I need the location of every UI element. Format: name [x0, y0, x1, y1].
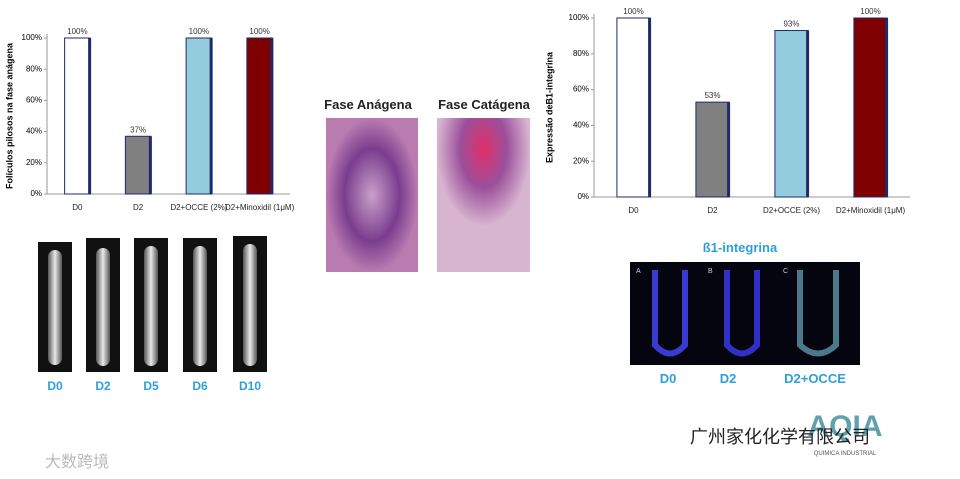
follicle-label: D5	[143, 379, 159, 393]
logo: AQIA	[808, 410, 883, 443]
bar-edge	[148, 136, 152, 194]
bar-edge	[648, 18, 652, 197]
value-label: 37%	[130, 125, 146, 134]
value-label: 100%	[67, 27, 87, 36]
histology-photos	[326, 118, 530, 272]
y-tick-label: 20%	[573, 156, 589, 165]
y-tick-label: 20%	[26, 158, 42, 167]
value-label: 53%	[704, 91, 720, 100]
y-tick-label: 60%	[26, 96, 42, 105]
bar-edge	[885, 18, 889, 197]
bar	[853, 17, 888, 198]
watermark-left: 大数跨境	[45, 452, 109, 471]
x-tick-label: D2	[133, 203, 144, 212]
bar-edge	[270, 38, 274, 194]
integrin-label: D2+OCCE	[784, 371, 846, 386]
x-tick-label: D2	[707, 206, 718, 215]
bar-edge	[209, 38, 213, 194]
x-tick-label: D2+OCCE (2%)	[170, 203, 228, 212]
value-label: 93%	[783, 20, 799, 29]
panel-letter: B	[708, 268, 713, 275]
logo-sub: QUIMICA INDUSTRIAL	[814, 451, 877, 457]
value-label: 100%	[189, 27, 209, 36]
panel-letter: C	[783, 268, 788, 275]
bar	[695, 101, 730, 198]
integrin-label: D2	[720, 371, 737, 386]
y-tick-label: 40%	[573, 121, 589, 130]
integrin-title: ß1-integrina	[703, 240, 778, 255]
x-tick-label: D0	[72, 203, 83, 212]
y-tick-label: 60%	[573, 85, 589, 94]
value-label: 100%	[860, 7, 880, 16]
bar	[774, 30, 809, 198]
watermark-right: 广州家化化学有限公司	[690, 427, 870, 447]
x-tick-label: D2+Minoxidil (1μM)	[224, 203, 295, 212]
value-label: 100%	[623, 7, 643, 16]
integrin-label: D0	[660, 371, 677, 386]
y-tick-label: 0%	[30, 189, 42, 198]
bar	[616, 17, 651, 198]
histology-label: Fase Anágena	[324, 97, 412, 112]
y-tick-label: 100%	[22, 33, 42, 42]
bar-edge	[806, 30, 810, 198]
panel-letter: A	[636, 268, 641, 275]
bar	[185, 37, 213, 195]
bar	[64, 37, 91, 195]
y-axis-label: Folículos pilosos na fase anágena	[4, 42, 14, 189]
value-label: 100%	[249, 27, 269, 36]
y-tick-label: 100%	[569, 13, 589, 22]
x-tick-label: D2+OCCE (2%)	[762, 206, 821, 215]
follicle-label: D6	[192, 379, 208, 393]
follicle-label: D2	[95, 379, 111, 393]
bar-edge	[727, 102, 731, 197]
y-tick-label: 0%	[577, 192, 589, 201]
follicle-photos	[38, 236, 267, 372]
fluorescence-photos	[630, 262, 860, 365]
x-tick-label: D0	[628, 206, 639, 215]
histology-label: Fase Catágena	[438, 97, 531, 112]
x-tick-label: D2+Minoxidil (1μM)	[835, 206, 906, 215]
bar-edge	[88, 38, 92, 194]
bar	[246, 37, 273, 195]
y-tick-label: 80%	[573, 49, 589, 58]
bar	[124, 135, 152, 195]
follicle-label: D0	[47, 379, 63, 393]
y-tick-label: 40%	[26, 127, 42, 136]
y-axis-label: Expressão deB1-integrina	[544, 51, 554, 163]
y-tick-label: 80%	[26, 64, 42, 73]
follicle-label: D10	[239, 379, 261, 393]
